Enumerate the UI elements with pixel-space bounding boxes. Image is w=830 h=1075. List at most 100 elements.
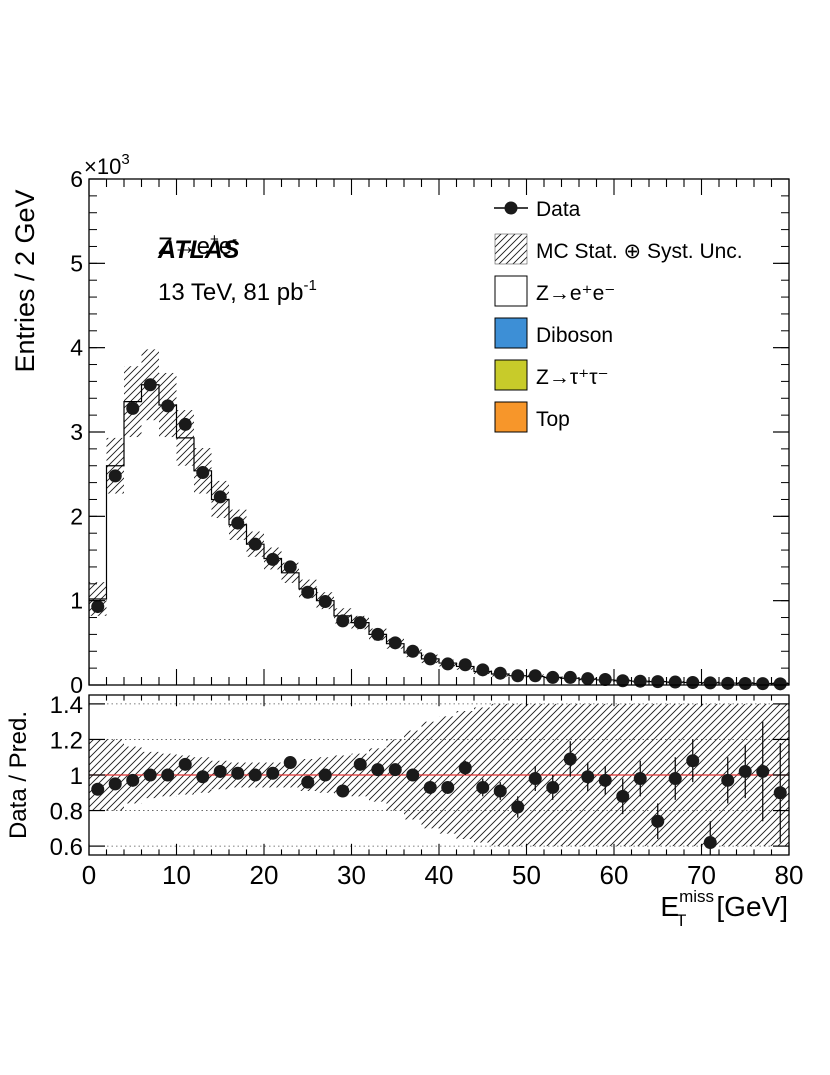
ratio-point [318,768,332,782]
y-tick-label: 4 [70,335,83,361]
data-point [213,490,227,504]
ratio-point [266,766,280,780]
energy-label: 13 TeV, 81 pb-1 [158,277,317,306]
x-tick-label: 30 [337,860,366,890]
data-point [493,666,507,680]
ratio-point [143,768,157,782]
data-point [161,399,175,413]
main-uncertainty-band [89,349,789,685]
data-point [633,674,647,688]
svg-text:Z→τ⁺τ⁻: Z→τ⁺τ⁻ [536,366,609,389]
y-tick-label: 1 [70,588,83,614]
ratio-point [738,764,752,778]
data-point [91,600,105,614]
legend-item-zee: Z→e⁺e⁻ [494,275,615,307]
data-point [721,676,735,690]
data-point [651,675,665,689]
main-y-axis-label: Entries / 2 GeV [10,189,40,372]
data-point [511,669,525,683]
ratio-y-tick-label: 1.4 [50,692,83,719]
x-tick-label: 50 [512,860,541,890]
data-point [756,677,770,691]
ratio-point [511,800,525,814]
main-x-ticks [88,179,790,685]
ratio-data-points [91,721,787,855]
data-point [476,663,490,677]
legend-item-uncertainty: MC Stat. ⊕ Syst. Unc. [494,233,743,265]
svg-text:Data: Data [536,198,581,221]
ratio-point [493,784,507,798]
ratio-point [668,772,682,786]
data-point [108,469,122,483]
x-tick-label: 10 [162,860,191,890]
ratio-point [423,780,437,794]
y-tick-label: 6 [70,166,83,192]
data-point [528,669,542,683]
ratio-point [703,836,717,850]
ratio-point [651,814,665,828]
data-point [283,560,297,574]
ratio-frame [88,694,790,856]
ratio-point [686,754,700,768]
x-tick-label: 80 [775,860,804,890]
ratio-point [283,756,297,770]
x-axis-label: Emiss T [GeV] [660,887,788,930]
process-label: Z→e+e- [158,231,237,260]
y-tick-label: 3 [70,419,83,445]
data-point [563,670,577,684]
ratio-point [388,763,402,777]
x-tick-label: 0 [82,860,96,890]
data-point [318,595,332,609]
legend-item-ztautau: Z→τ⁺τ⁻ [494,359,609,391]
legend: Data MC Stat. ⊕ Syst. Unc. Z→e⁺e⁻ Diboso… [494,198,743,433]
ratio-y-tick-label: 1 [70,763,83,790]
data-point [423,652,437,666]
y-multiplier: ×103 [84,151,130,179]
data-point [336,614,350,628]
data-point [301,585,315,599]
main-frame [88,178,790,686]
ratio-point [633,772,647,786]
ratio-point [441,780,455,794]
data-point [406,644,420,658]
data-point [773,677,787,691]
y-tick-label: 5 [70,250,83,276]
ratio-point [546,780,560,794]
ratio-panel: 0.6 0.8 1 1.2 1.4 0 10 20 30 40 50 60 70 80 Data / P… [5,692,803,930]
svg-text:Top: Top [536,408,570,431]
data-point [178,417,192,431]
data-point [546,670,560,684]
data-point [143,378,157,392]
ratio-point [563,752,577,766]
ratio-point [721,773,735,787]
data-point [388,636,402,650]
ratio-point [301,775,315,789]
data-point [616,674,630,688]
ratio-point [353,757,367,771]
data-point [598,673,612,687]
ratio-y-axis-label: Data / Pred. [5,711,32,839]
data-point [668,675,682,689]
ratio-point [108,777,122,791]
ratio-point [196,770,210,784]
data-point [703,676,717,690]
ratio-point [336,784,350,798]
ratio-point [178,757,192,771]
y-tick-label: 0 [70,672,83,698]
data-point [266,552,280,566]
ratio-point [248,768,262,782]
svg-text:MC Stat. ⊕ Syst. Unc.: MC Stat. ⊕ Syst. Unc. [536,240,743,263]
svg-text:Diboson: Diboson [536,324,613,347]
legend-item-data: Data [494,198,581,221]
ratio-point [213,764,227,778]
ratio-point [616,789,630,803]
data-point [686,675,700,689]
svg-text:Z→e⁺e⁻: Z→e⁺e⁻ [536,282,615,305]
main-data-points [91,378,787,691]
ratio-point [371,763,385,777]
ratio-y-tick-label: 1.2 [50,727,83,754]
data-point [458,658,472,672]
data-point [196,465,210,479]
ratio-point [476,780,490,794]
